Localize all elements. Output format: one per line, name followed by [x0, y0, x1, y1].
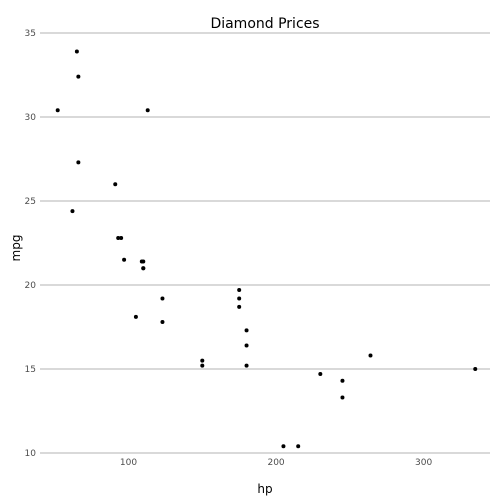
data-point	[340, 395, 345, 400]
data-point	[119, 235, 124, 240]
data-point	[318, 372, 323, 377]
data-points	[55, 49, 478, 449]
data-point	[237, 296, 242, 301]
x-tick-labels: 100 200 300	[120, 458, 433, 468]
data-point	[145, 108, 150, 113]
data-point	[76, 74, 81, 79]
x-tick-label: 300	[415, 458, 432, 468]
data-point	[113, 182, 118, 187]
x-tick-label: 200	[267, 458, 284, 468]
data-point	[281, 444, 286, 449]
data-point	[139, 259, 144, 264]
data-point	[368, 353, 373, 358]
data-point	[473, 367, 478, 371]
data-point	[141, 266, 146, 271]
data-point	[200, 363, 205, 368]
y-tick-label: 30	[25, 113, 37, 123]
data-point	[74, 49, 79, 54]
data-point	[244, 343, 249, 348]
y-tick-label: 20	[25, 281, 37, 291]
y-tick-label: 25	[25, 197, 36, 207]
data-point	[70, 209, 75, 214]
data-point	[160, 296, 165, 301]
y-tick-label: 35	[25, 29, 36, 39]
data-point	[244, 328, 249, 333]
y-axis-label: mpg	[9, 235, 23, 262]
data-point	[133, 314, 138, 319]
data-point	[160, 319, 165, 324]
x-tick-label: 100	[120, 458, 137, 468]
data-point	[244, 363, 249, 368]
data-point	[76, 160, 81, 165]
data-point	[237, 288, 242, 293]
y-tick-label: 10	[25, 449, 37, 459]
data-point	[55, 108, 60, 113]
data-point	[296, 444, 301, 449]
x-axis-label: hp	[257, 482, 272, 496]
y-tick-label: 15	[25, 365, 36, 375]
data-point	[116, 235, 121, 240]
data-point	[200, 358, 205, 363]
gridlines	[40, 32, 490, 454]
y-tick-labels: 10 15 20 25 30 35	[25, 29, 37, 459]
chart-title: Diamond Prices	[210, 16, 319, 32]
data-point	[237, 304, 242, 309]
data-point	[340, 378, 345, 383]
data-point	[122, 257, 127, 262]
